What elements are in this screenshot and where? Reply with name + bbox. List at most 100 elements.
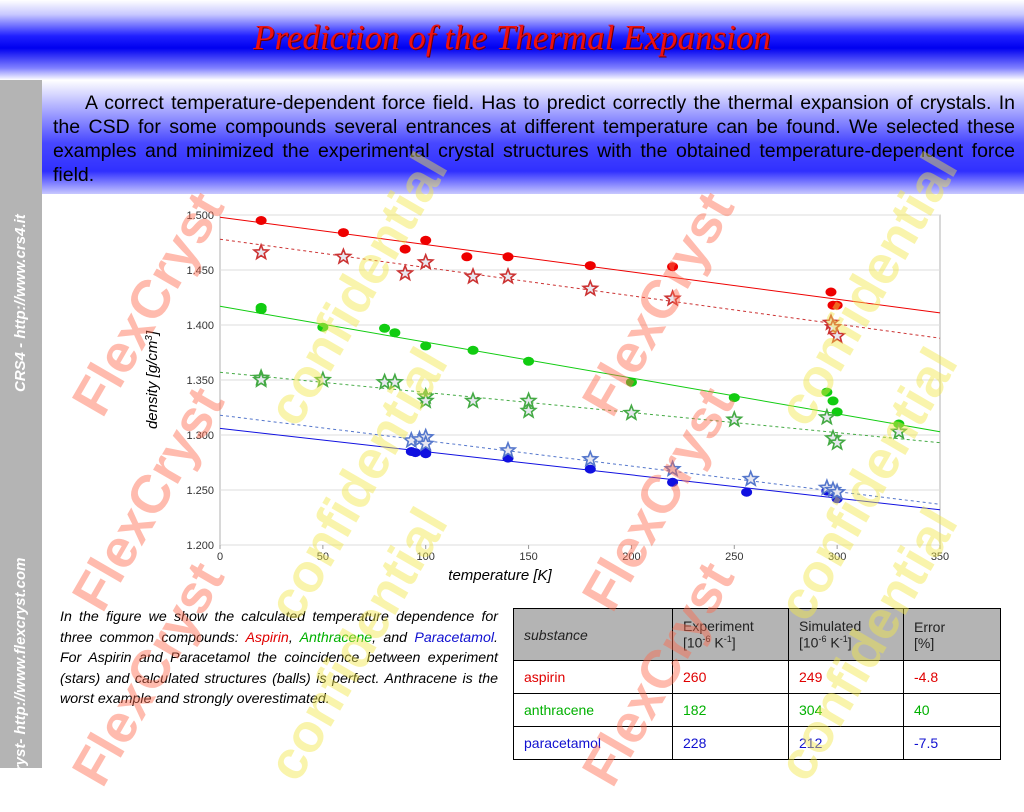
y-tick-label: 1.250 [186,485,214,497]
table-header-row: substance Experiment [10-6 K-1] Simulated… [513,608,1001,661]
table-row: aspirin 260 249 -4.8 [513,660,1001,694]
paracetamol-simulated-fit-line [219,427,941,511]
anthracene-star-point [889,421,909,440]
paracetamol-ball-point [420,449,432,459]
caption-paracetamol: Paracetamol [414,629,495,646]
cell-substance: aspirin [513,660,673,694]
caption-anthracene: Anthracene [299,629,373,646]
sidebar: CRS4 - http://www.crs4.it FlexCryst- htt… [0,80,42,812]
anthracene-ball-point [821,387,833,397]
anthracene-star-point [385,372,405,391]
aspirin-ball-point [667,262,679,272]
aspirin-star-point [251,242,271,261]
aspirin-ball-point [420,235,432,245]
x-tick-label: 0 [217,551,223,563]
caption-part1: In the figure we show the calculated tem… [60,609,498,646]
anthracene-ball-point [255,302,267,312]
y-tick-label: 1.400 [186,320,214,332]
anthracene-star-point [725,409,744,428]
anthracene-ball-point [625,377,637,387]
aspirin-star-point [463,266,483,285]
header-simulated: Simulated [10-6 K-1] [788,608,904,661]
anthracene-simulated-fit-line [219,305,941,433]
paracetamol-star-point [416,434,435,452]
y-tick-label: 1.500 [186,210,214,222]
caption-aspirin: Aspirin [245,629,289,646]
header-experiment: Experiment [10-6 K-1] [672,608,789,661]
caption-text: In the figure we show the calculated tem… [60,607,498,710]
table-row: anthracene 182 304 40 [513,693,1001,727]
paracetamol-ball-point [667,477,679,487]
anthracene-ball-point [317,322,329,332]
aspirin-star-point [663,288,682,307]
anthracene-ball-point [831,407,843,417]
caption-sep1: , [288,629,300,646]
cell-error: -4.8 [903,660,1001,694]
anthracene-ball-point [827,396,839,406]
intro-band [42,80,1024,194]
paracetamol-star-point [827,482,847,501]
slide-title: Prediction of the Thermal Expansion [253,18,771,57]
cell-simulated: 249 [788,660,904,694]
y-axis-label: density [g/cm3] [144,330,161,429]
aspirin-star-point [334,247,353,265]
cell-error: 40 [903,693,1001,727]
aspirin-ball-point [461,252,473,262]
cell-simulated: 304 [788,693,904,727]
paracetamol-ball-point [409,448,421,458]
cell-error: -7.5 [903,726,1001,760]
y-tick-label: 1.450 [186,265,214,277]
anthracene-ball-point [389,328,401,338]
aspirin-ball-point [584,261,596,271]
aspirin-ball-point [337,228,349,238]
sidebar-flexcryst-link[interactable]: FlexCryst- http://www.flexcryst.com [12,557,29,812]
anthracene-ball-point [420,341,432,351]
x-tick-label: 150 [519,551,537,563]
aspirin-star-point [395,263,415,282]
anthracene-ball-point [728,393,740,403]
paracetamol-star-point [663,459,682,478]
x-tick-label: 300 [828,551,846,563]
anthracene-star-point [251,370,271,388]
density-chart: 1.200 1.250 1.300 1.350 1.400 1.450 1.500 0 50 10… [144,210,949,584]
header-error: Error [%] [903,608,1001,661]
aspirin-ball-point [502,252,514,262]
cell-substance: anthracene [513,693,673,727]
aspirin-ball-point [831,300,843,310]
x-tick-label: 200 [622,551,640,563]
x-tick-label: 50 [317,551,329,563]
table-row: paracetamol 228 212 -7.5 [513,726,1001,760]
aspirin-star-point [823,317,843,336]
x-axis-label: temperature [K] [448,567,552,584]
aspirin-ball-point [255,216,267,225]
x-tick-label: 250 [725,551,743,563]
aspirin-ball-point [399,244,411,254]
results-table: substance Experiment [10-6 K-1] Simulated… [513,608,1001,760]
x-tick-label: 350 [931,551,949,563]
aspirin-star-point [416,252,435,271]
cell-experiment: 260 [672,660,789,694]
paracetamol-experiment-fit-line [219,414,941,505]
cell-experiment: 182 [672,693,789,727]
caption-part2: . For Aspirin and Paracetamol the coinci… [60,629,498,708]
anthracene-star-point [622,403,641,421]
cell-substance: paracetamol [513,726,673,760]
intro-text: A correct temperature-dependent force fi… [53,92,1015,186]
anthracene-star-point [313,370,333,388]
header-substance: substance [513,608,673,661]
y-tick-label: 1.200 [186,540,214,552]
anthracene-star-point [827,432,847,451]
y-tick-label: 1.300 [186,430,214,442]
y-tick-label: 1.350 [186,375,214,387]
paracetamol-ball-point [741,487,753,497]
aspirin-ball-point [825,287,837,297]
sidebar-crs4-link[interactable]: CRS4 - http://www.crs4.it [12,214,29,392]
anthracene-star-point [817,407,837,426]
anthracene-ball-point [467,345,479,355]
x-tick-label: 100 [417,551,435,563]
aspirin-star-point [498,266,518,285]
paracetamol-star-point [741,469,761,487]
cell-experiment: 228 [672,726,789,760]
anthracene-ball-point [379,323,391,333]
paracetamol-star-point [498,440,518,459]
